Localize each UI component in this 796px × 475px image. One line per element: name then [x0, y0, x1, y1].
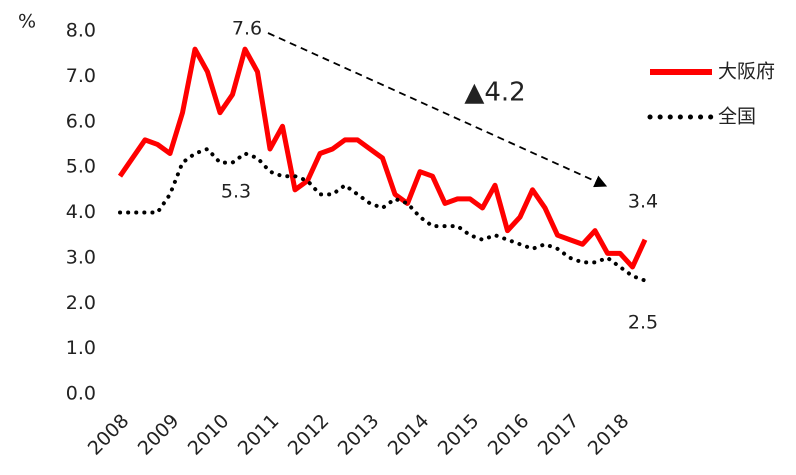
- x-tick-label: 2009: [134, 410, 184, 460]
- y-tick-label: 0.0: [66, 383, 96, 405]
- x-tick-label: 2013: [334, 410, 384, 460]
- x-tick-label: 2015: [434, 410, 484, 460]
- y-tick-label: 2.0: [66, 292, 96, 314]
- annotation: ▲4.2: [464, 78, 525, 108]
- annotation: 5.3: [221, 181, 251, 203]
- x-tick-label: 2017: [534, 410, 584, 460]
- y-tick-label: 4.0: [66, 201, 96, 223]
- annotation: 2.5: [628, 312, 658, 334]
- legend-label: 大阪府: [718, 61, 775, 83]
- y-tick-label: 1.0: [66, 337, 96, 359]
- annotation: 3.4: [628, 191, 658, 213]
- legend-label: 全国: [718, 106, 756, 128]
- y-tick-label: 3.0: [66, 246, 96, 268]
- y-tick-label: 6.0: [66, 110, 96, 132]
- annotation: 7.6: [232, 18, 262, 40]
- trend-arrow: [267, 32, 608, 188]
- y-axis-label: %: [18, 11, 36, 33]
- x-tick-label: 2016: [484, 410, 534, 460]
- y-tick-label: 7.0: [66, 65, 96, 87]
- series-line: [117, 46, 648, 270]
- x-tick-label: 2011: [234, 410, 284, 460]
- x-tick-label: 2008: [84, 410, 134, 460]
- y-tick-label: 8.0: [66, 20, 96, 42]
- series-line: [118, 146, 647, 283]
- x-tick-label: 2010: [184, 410, 234, 460]
- y-tick-label: 5.0: [66, 156, 96, 178]
- x-tick-label: 2014: [384, 410, 434, 460]
- x-tick-label: 2012: [284, 410, 334, 460]
- x-tick-label: 2018: [584, 410, 634, 460]
